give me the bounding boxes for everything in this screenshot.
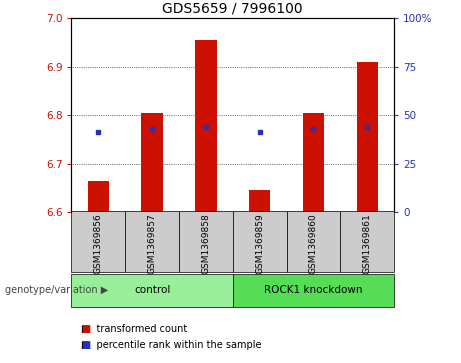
Text: ■: ■ (81, 340, 90, 350)
Bar (249, 189, 271, 212)
Bar (340, 211, 394, 272)
Bar (142, 113, 163, 212)
Text: genotype/variation ▶: genotype/variation ▶ (5, 285, 108, 295)
Bar (71, 274, 233, 307)
Bar (287, 211, 340, 272)
Bar (88, 181, 109, 212)
Text: GSM1369859: GSM1369859 (255, 213, 264, 274)
Bar (125, 211, 179, 272)
Text: ■  percentile rank within the sample: ■ percentile rank within the sample (81, 340, 261, 350)
Bar (356, 62, 378, 212)
Bar (233, 274, 394, 307)
Text: ■: ■ (81, 323, 90, 334)
Bar (233, 211, 287, 272)
Text: GSM1369860: GSM1369860 (309, 213, 318, 274)
Bar (303, 113, 324, 212)
Bar (71, 211, 125, 272)
Text: control: control (134, 285, 170, 295)
Text: GSM1369858: GSM1369858 (201, 213, 210, 274)
Text: GSM1369857: GSM1369857 (148, 213, 157, 274)
Title: GDS5659 / 7996100: GDS5659 / 7996100 (162, 1, 303, 16)
Text: ROCK1 knockdown: ROCK1 knockdown (264, 285, 363, 295)
Bar (195, 40, 217, 212)
Text: GSM1369856: GSM1369856 (94, 213, 103, 274)
Bar (179, 211, 233, 272)
Text: GSM1369861: GSM1369861 (363, 213, 372, 274)
Text: ■  transformed count: ■ transformed count (81, 323, 187, 334)
